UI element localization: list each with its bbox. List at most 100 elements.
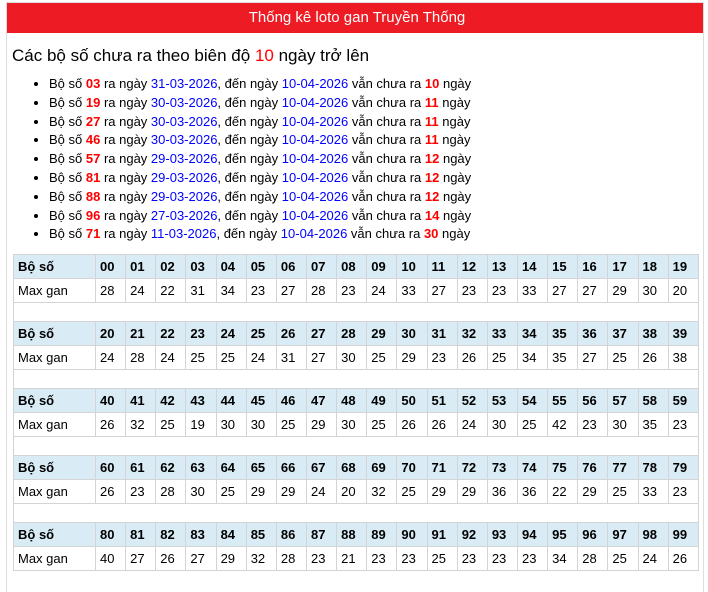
item-number: 71 (85, 226, 101, 242)
gan-cell: 33 (516, 278, 549, 303)
gan-cell: 20 (336, 479, 368, 504)
days-count: 30 (423, 226, 439, 242)
number-cell: 32 (456, 321, 488, 346)
gan-cell: 27 (577, 278, 609, 303)
row-label: Max gan (13, 412, 96, 437)
number-cell: 67 (305, 455, 338, 480)
gan-cell: 25 (366, 412, 398, 437)
from-date: 30-03-2026 (150, 113, 218, 129)
gan-cell: 35 (637, 412, 669, 437)
gan-cell: 28 (275, 546, 307, 571)
text: ra ngày (100, 94, 151, 110)
number-cell: 70 (396, 455, 428, 480)
number-cell: 97 (607, 522, 639, 547)
gan-cell: 26 (94, 479, 127, 504)
from-date: 29-03-2026 (150, 151, 218, 167)
list-item: Bộ số 46 ra ngày 30-03-2026, đến ngày 10… (49, 131, 471, 150)
number-cell: 00 (94, 254, 127, 279)
row-label: Max gan (13, 479, 96, 504)
number-cell: 61 (125, 455, 157, 480)
number-cell: 33 (486, 321, 518, 346)
gan-cell: 24 (125, 278, 157, 303)
number-cell: 18 (637, 254, 669, 279)
gan-cell: 32 (125, 412, 157, 437)
spacer-cell (13, 436, 699, 456)
gan-cell: 25 (366, 345, 398, 370)
text: Bộ số (49, 207, 86, 223)
number-cell: 69 (366, 455, 398, 480)
gan-cell: 28 (577, 546, 609, 571)
gan-cell: 22 (155, 278, 187, 303)
number-cell: 73 (486, 455, 518, 480)
gan-cell: 26 (637, 345, 669, 370)
text: ra ngày (100, 226, 151, 242)
text: ra ngày (100, 207, 151, 223)
number-cell: 42 (155, 388, 187, 413)
number-cell: 19 (667, 254, 700, 279)
number-cell: 56 (577, 388, 609, 413)
page-header: Thống kê loto gan Truyền Thống (7, 3, 703, 33)
number-cell: 37 (607, 321, 639, 346)
number-row: Bộ số 20 21 22 23 24 25 26 27 28 29 30 31 32 33 34 35 36 3… (13, 321, 700, 346)
content-frame (6, 2, 704, 592)
gan-cell: 25 (185, 345, 217, 370)
number-cell: 13 (486, 254, 518, 279)
number-cell: 21 (125, 321, 157, 346)
text: vẫn chưa ra (348, 169, 425, 185)
text: , đến ngày (217, 132, 282, 148)
item-number: 81 (85, 169, 101, 185)
text: Bộ số (49, 151, 86, 167)
text: , đến ngày (217, 169, 282, 185)
gan-cell: 25 (155, 412, 187, 437)
gan-cell: 36 (516, 479, 549, 504)
gan-cell: 27 (426, 278, 458, 303)
from-date: 30-03-2026 (150, 132, 218, 148)
list-item: Bộ số 19 ra ngày 30-03-2026, đến ngày 10… (49, 94, 471, 113)
gan-cell: 28 (94, 278, 127, 303)
gan-cell: 30 (215, 412, 247, 437)
from-date: 27-03-2026 (150, 207, 218, 223)
from-date: 29-03-2026 (150, 188, 218, 204)
gan-cell: 25 (215, 345, 247, 370)
number-cell: 58 (637, 388, 669, 413)
number-cell: 16 (577, 254, 609, 279)
number-cell: 31 (426, 321, 458, 346)
gan-cell: 24 (305, 479, 338, 504)
gan-row: Max gan 40 27 26 27 29 32 28 23 21 23 23 25 23 23 23 34 2… (13, 546, 700, 571)
gan-cell: 28 (125, 345, 157, 370)
number-cell: 92 (456, 522, 488, 547)
text: Bộ số (49, 169, 86, 185)
gan-cell: 34 (547, 546, 579, 571)
number-cell: 50 (396, 388, 428, 413)
text: , đến ngày (217, 76, 282, 91)
gan-cell: 35 (547, 345, 579, 370)
gan-cell: 23 (125, 479, 157, 504)
number-cell: 25 (245, 321, 277, 346)
gan-cell: 25 (607, 345, 639, 370)
number-cell: 08 (336, 254, 368, 279)
text: vẫn chưa ra (348, 94, 425, 110)
text: , đến ngày (216, 226, 281, 242)
number-cell: 62 (155, 455, 187, 480)
gan-cell: 30 (336, 345, 368, 370)
text: Bộ số (49, 76, 86, 91)
text: vẫn chưa ra (348, 188, 425, 204)
text: ngày (439, 207, 472, 223)
number-cell: 71 (426, 455, 458, 480)
row-label: Bộ số (13, 321, 96, 346)
number-cell: 86 (275, 522, 307, 547)
row-label: Bộ số (13, 388, 96, 413)
number-cell: 64 (215, 455, 247, 480)
number-cell: 36 (577, 321, 609, 346)
number-cell: 35 (547, 321, 579, 346)
section-heading: Các bộ số chưa ra theo biên độ 10 ngày t… (12, 45, 369, 67)
gan-cell: 30 (607, 412, 639, 437)
gan-cell: 28 (305, 278, 338, 303)
number-cell: 27 (305, 321, 338, 346)
item-number: 03 (85, 76, 101, 91)
text: ngày (438, 94, 471, 110)
number-cell: 74 (516, 455, 549, 480)
gan-cell: 29 (305, 412, 338, 437)
to-date: 10-04-2026 (281, 188, 349, 204)
list-item: Bộ số 03 ra ngày 31-03-2026, đến ngày 10… (49, 75, 471, 94)
